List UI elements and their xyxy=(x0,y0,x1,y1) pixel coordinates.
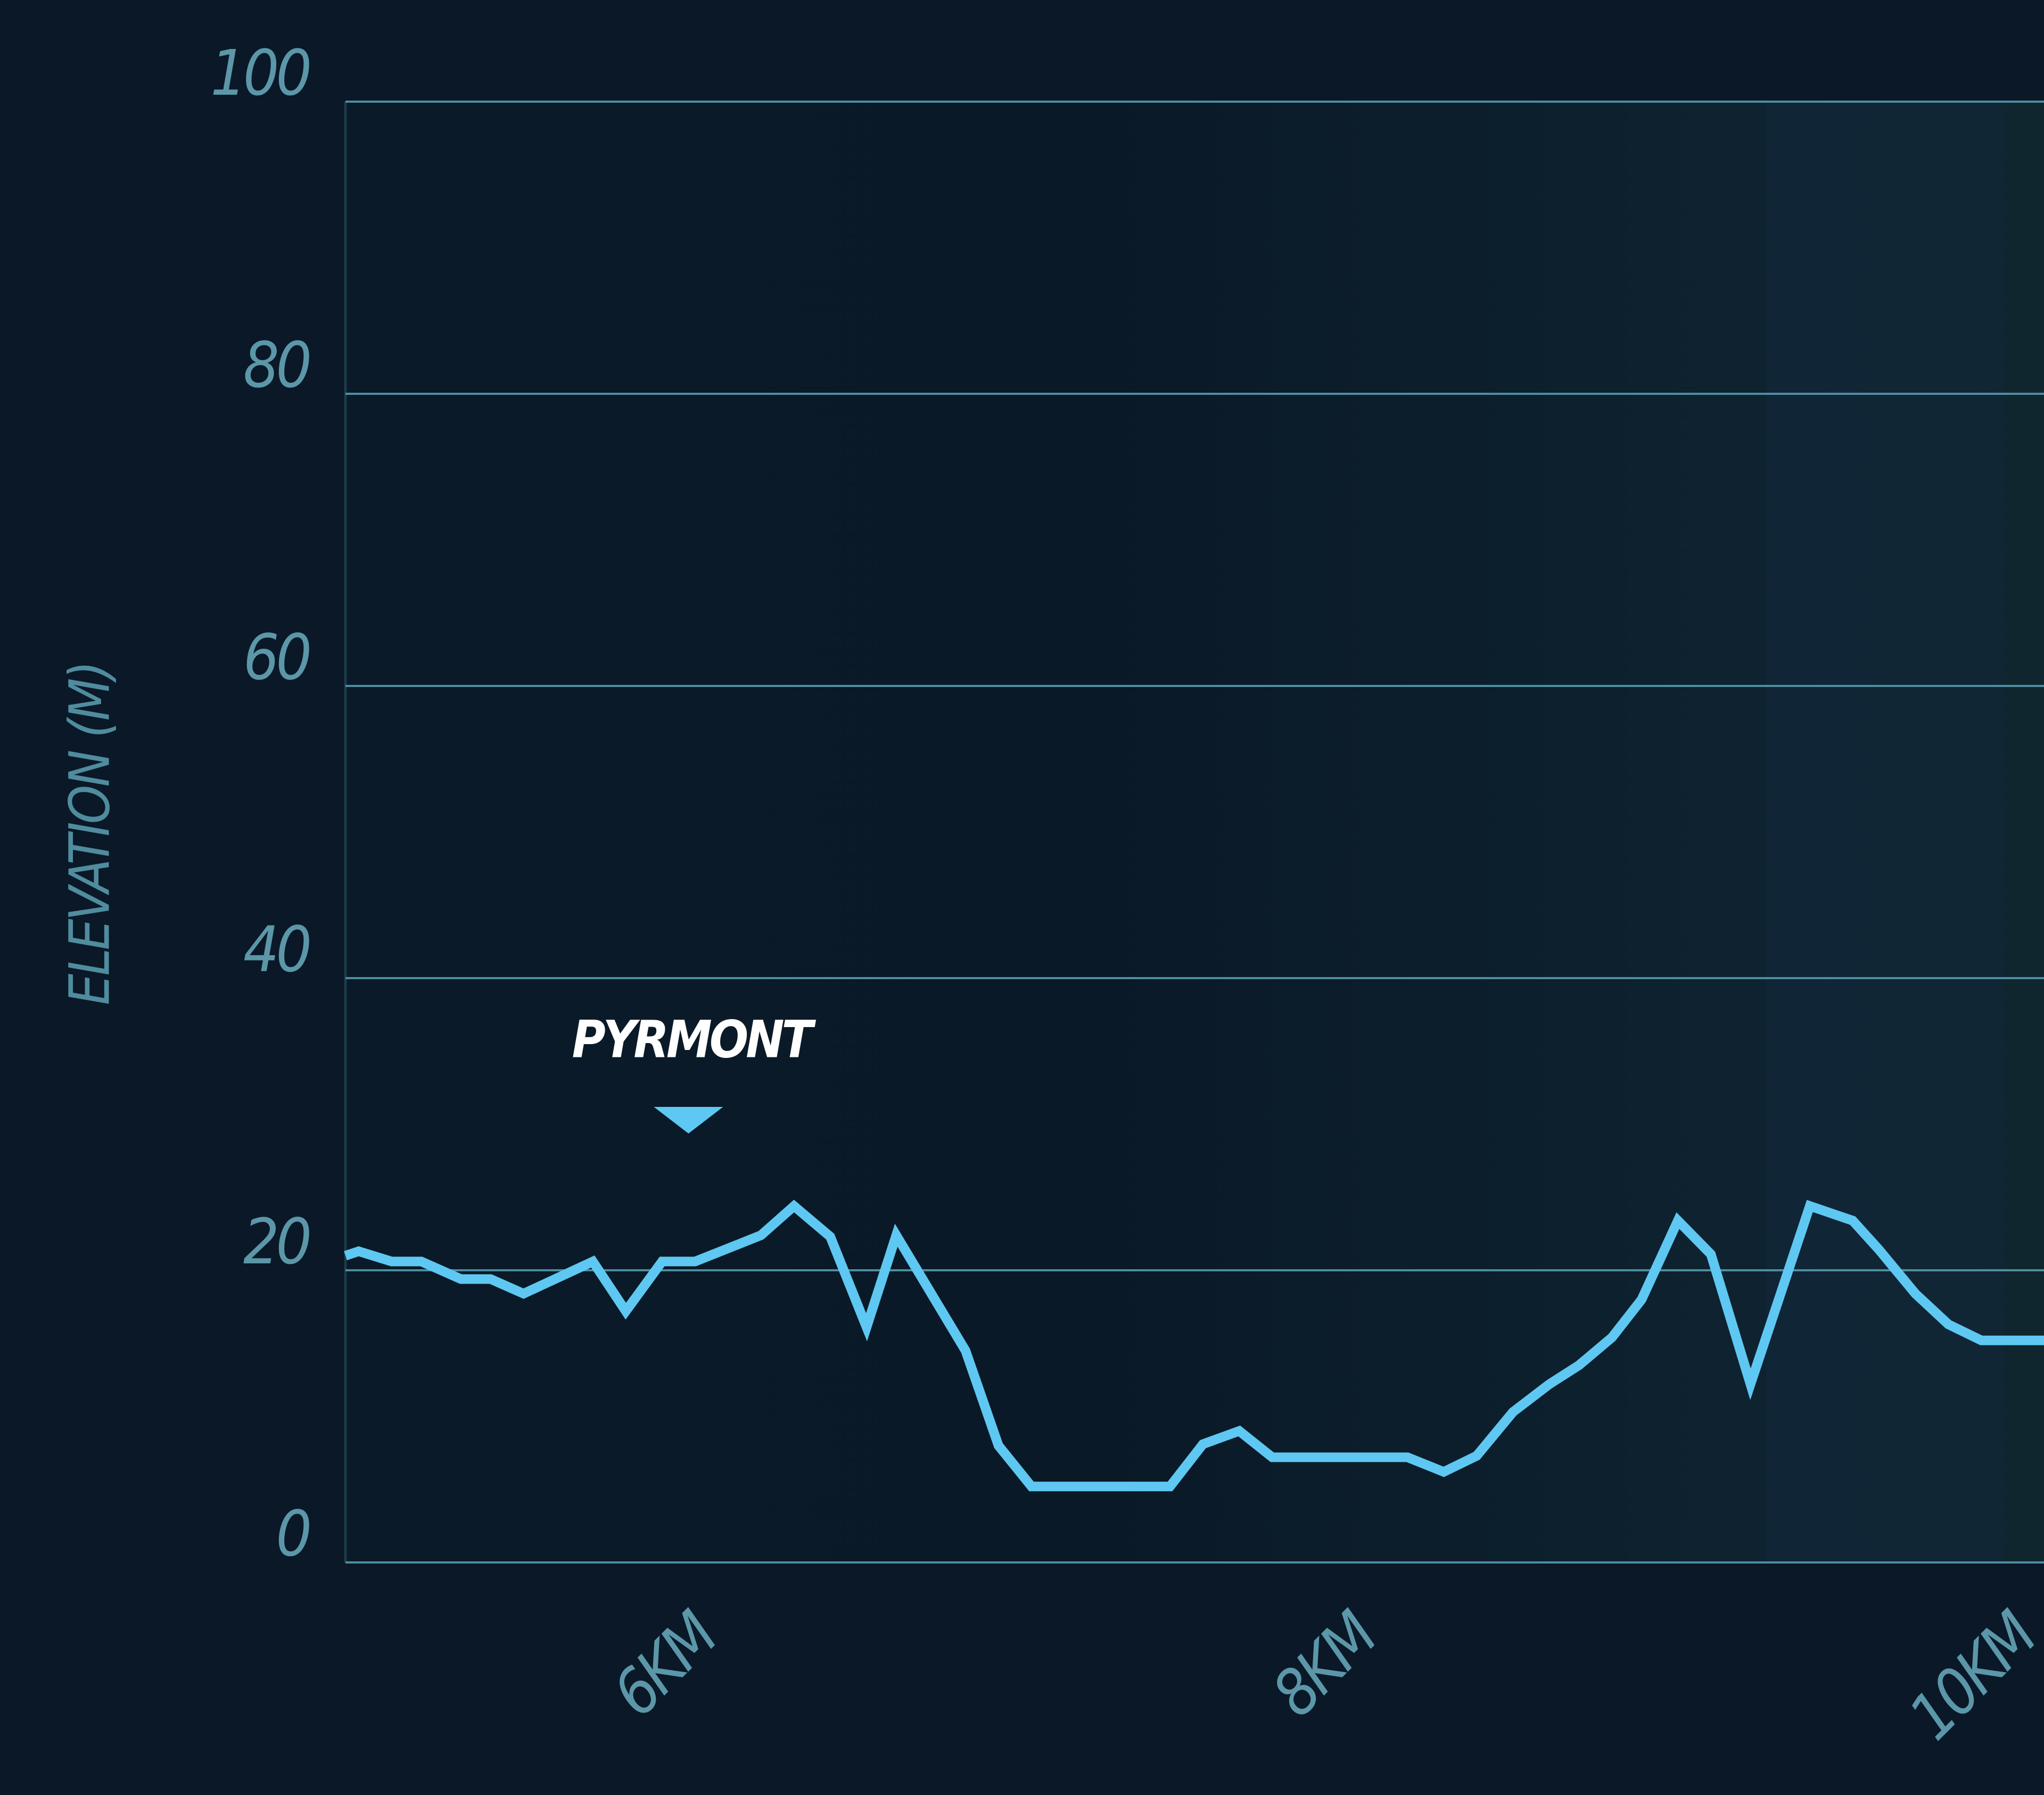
y-tick-label: 80 xyxy=(243,328,310,402)
plot-area xyxy=(345,102,2044,1562)
y-axis-title: ELEVATION (M) xyxy=(57,663,122,1005)
y-tick-label: 100 xyxy=(210,36,309,110)
y-tick-label: 40 xyxy=(243,913,310,986)
annotation-marker xyxy=(654,1107,723,1134)
elevation-line xyxy=(344,1200,2044,1492)
y-tick-label: 60 xyxy=(243,621,310,694)
highlight-band xyxy=(1766,102,2004,1562)
y-tick-label: 0 xyxy=(276,1497,309,1570)
annotation-label: PYRMONT xyxy=(572,1010,816,1069)
y-tick-label: 20 xyxy=(243,1205,310,1278)
